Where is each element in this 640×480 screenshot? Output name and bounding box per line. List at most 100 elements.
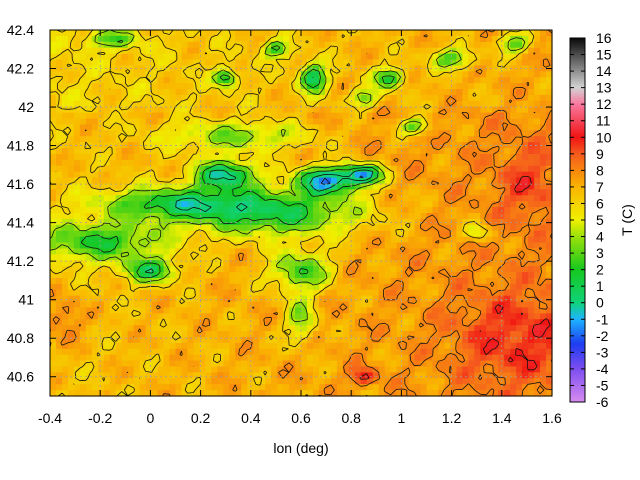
heatmap-cell bbox=[133, 230, 141, 238]
heatmap-cell bbox=[271, 195, 278, 202]
heatmap-cell bbox=[85, 47, 93, 55]
heatmap-cell bbox=[283, 118, 290, 126]
heatmap-cell bbox=[306, 218, 314, 226]
heatmap-cell bbox=[360, 124, 368, 131]
heatmap-cell bbox=[283, 336, 290, 344]
heatmap-cell bbox=[109, 106, 117, 114]
heatmap-cell bbox=[181, 360, 189, 368]
heatmap-cell bbox=[223, 325, 230, 332]
heatmap-cell bbox=[324, 83, 332, 90]
heatmap-cell bbox=[265, 89, 272, 96]
heatmap-cell bbox=[61, 336, 69, 344]
heatmap-cell bbox=[115, 153, 123, 161]
heatmap-cell bbox=[193, 272, 201, 279]
heatmap-cell bbox=[61, 372, 69, 379]
heatmap-cell bbox=[139, 112, 147, 120]
heatmap-cell bbox=[139, 336, 147, 344]
heatmap-cell bbox=[528, 372, 535, 379]
heatmap-cell bbox=[450, 71, 457, 78]
heatmap-cell bbox=[390, 195, 398, 202]
heatmap-cell bbox=[103, 366, 111, 373]
heatmap-cell bbox=[444, 100, 452, 108]
heatmap-cell bbox=[456, 242, 463, 250]
heatmap-cell bbox=[301, 224, 308, 232]
heatmap-cell bbox=[271, 266, 278, 273]
heatmap-cell bbox=[259, 248, 266, 255]
heatmap-cell bbox=[115, 254, 123, 261]
heatmap-cell bbox=[372, 213, 380, 220]
heatmap-cell bbox=[378, 201, 386, 208]
heatmap-cell bbox=[163, 331, 171, 338]
heatmap-cell bbox=[408, 177, 416, 185]
heatmap-cell bbox=[348, 106, 356, 114]
heatmap-cell bbox=[67, 159, 75, 167]
heatmap-cell bbox=[163, 354, 171, 362]
heatmap-cell bbox=[342, 207, 350, 214]
heatmap-cell bbox=[486, 272, 493, 279]
heatmap-cell bbox=[139, 35, 147, 43]
heatmap-cell bbox=[187, 277, 195, 285]
heatmap-cell bbox=[492, 59, 499, 67]
heatmap-cell bbox=[510, 360, 517, 368]
heatmap-cell bbox=[67, 94, 75, 102]
heatmap-cell bbox=[157, 242, 165, 250]
heatmap-cell bbox=[79, 171, 87, 179]
heatmap-cell bbox=[175, 254, 183, 261]
heatmap-cell bbox=[402, 159, 410, 167]
heatmap-cell bbox=[223, 354, 230, 362]
heatmap-cell bbox=[265, 100, 272, 108]
heatmap-cell bbox=[169, 148, 177, 155]
heatmap-cell bbox=[157, 372, 165, 379]
heatmap-cell bbox=[205, 336, 212, 344]
heatmap-cell bbox=[426, 230, 434, 238]
heatmap-cell bbox=[306, 272, 314, 279]
heatmap-cell bbox=[253, 183, 260, 190]
heatmap-cell bbox=[420, 77, 428, 84]
heatmap-cell bbox=[348, 71, 356, 78]
heatmap-cell bbox=[55, 136, 63, 143]
heatmap-cell bbox=[235, 189, 242, 196]
heatmap-cell bbox=[468, 313, 475, 320]
heatmap-cell bbox=[115, 295, 123, 303]
heatmap-cell bbox=[360, 35, 368, 43]
heatmap-cell bbox=[450, 83, 457, 90]
heatmap-cell bbox=[498, 89, 505, 96]
heatmap-cell bbox=[528, 59, 535, 67]
heatmap-cell bbox=[85, 165, 93, 173]
heatmap-cell bbox=[241, 94, 248, 102]
heatmap-cell bbox=[97, 100, 105, 108]
heatmap-cell bbox=[91, 342, 99, 350]
heatmap-cell bbox=[169, 89, 177, 96]
heatmap-cell bbox=[73, 248, 81, 255]
heatmap-cell bbox=[414, 65, 422, 72]
heatmap-cell bbox=[306, 342, 314, 350]
heatmap-cell bbox=[408, 336, 416, 344]
heatmap-cell bbox=[312, 159, 320, 167]
heatmap-cell bbox=[318, 136, 326, 143]
heatmap-cell bbox=[217, 106, 224, 114]
heatmap-cell bbox=[378, 277, 386, 285]
heatmap-cell bbox=[528, 230, 535, 238]
heatmap-cell bbox=[157, 71, 165, 78]
heatmap-cell bbox=[289, 354, 296, 362]
heatmap-cell bbox=[121, 89, 129, 96]
heatmap-cell bbox=[157, 112, 165, 120]
heatmap-cell bbox=[504, 213, 511, 220]
heatmap-cell bbox=[277, 94, 284, 102]
heatmap-cell bbox=[175, 47, 183, 55]
heatmap-cell bbox=[289, 248, 296, 255]
heatmap-cell bbox=[91, 325, 99, 332]
heatmap-cell bbox=[408, 41, 416, 49]
heatmap-cell bbox=[55, 201, 63, 208]
heatmap-cell bbox=[223, 130, 230, 137]
heatmap-cell bbox=[474, 307, 481, 314]
heatmap-cell bbox=[277, 342, 284, 350]
heatmap-cell bbox=[522, 248, 529, 255]
heatmap-cell bbox=[241, 124, 248, 131]
heatmap-cell bbox=[199, 301, 206, 309]
heatmap-cell bbox=[378, 148, 386, 155]
heatmap-cell bbox=[534, 30, 541, 37]
heatmap-cell bbox=[157, 41, 165, 49]
heatmap-cell bbox=[73, 325, 81, 332]
heatmap-cell bbox=[175, 289, 183, 297]
